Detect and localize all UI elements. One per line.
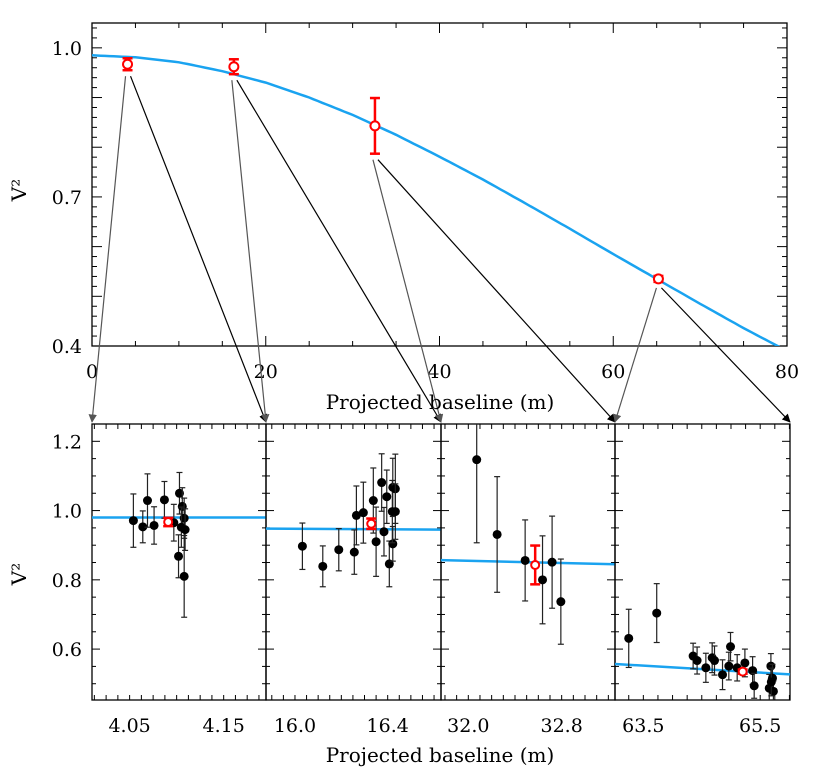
mean-point	[369, 120, 381, 132]
x-tick-label: 32.8	[541, 715, 583, 737]
y-tick-label: 1.0	[52, 38, 82, 60]
data-point	[371, 537, 381, 547]
data-point	[740, 658, 750, 668]
data-point	[297, 541, 307, 551]
data-point	[180, 525, 190, 535]
y-tick-label: 0.7	[52, 187, 82, 209]
top-panel: 0 20 40 60 80 0.4 0.7 1.0	[52, 22, 799, 383]
data-point	[538, 575, 548, 585]
data-point	[349, 547, 359, 557]
y-tick-label: 0.6	[52, 639, 82, 661]
bottom-panels: 4.05 4.15 0.6 0.8 1.0 1.2 16.0 16.4 32.0 32.8 63.5…	[52, 423, 791, 737]
panel-frame	[614, 423, 791, 701]
arrow-to-panel-left	[88, 76, 127, 423]
data-point	[379, 527, 389, 537]
y-tick-label: 1.0	[52, 501, 82, 523]
data-points	[624, 583, 778, 700]
mean-point	[228, 61, 240, 73]
data-point	[718, 670, 728, 680]
x-tick-label: 4.05	[108, 715, 150, 737]
bottom-ylabel: V²	[7, 563, 31, 586]
data-point	[388, 539, 398, 549]
panel-1: 4.05 4.15 0.6 0.8 1.0 1.2	[52, 423, 267, 737]
data-points	[472, 424, 566, 645]
x-tick-label: 20	[254, 361, 278, 383]
data-point	[520, 555, 530, 565]
data-point	[724, 661, 734, 671]
data-point	[768, 686, 778, 696]
model-curve	[92, 54, 781, 346]
x-tick-label: 32.0	[447, 715, 489, 737]
data-point	[766, 677, 776, 687]
x-tick-label: 16.4	[367, 715, 409, 737]
x-tick-label: 65.5	[739, 715, 781, 737]
mean-point	[366, 518, 377, 529]
data-point	[358, 508, 368, 518]
data-point	[652, 608, 662, 618]
zoom-arrows	[88, 75, 791, 423]
x-tick-label: 80	[775, 361, 799, 383]
data-point	[382, 492, 392, 502]
data-point	[368, 496, 378, 506]
data-point	[749, 681, 759, 691]
mean-point	[122, 58, 134, 70]
arrow-to-panel-left	[231, 80, 270, 423]
data-point	[318, 561, 328, 571]
data-point	[692, 656, 702, 666]
data-point	[159, 495, 169, 505]
x-tick-label: 4.15	[203, 715, 245, 737]
mean-point	[652, 273, 664, 285]
data-point	[710, 656, 720, 666]
panel-frame	[265, 423, 442, 701]
model-line	[265, 527, 442, 531]
mean-point	[163, 517, 174, 528]
panel-2: 16.0 16.4	[265, 423, 442, 737]
data-points	[297, 453, 400, 588]
data-point	[138, 522, 148, 532]
y-tick-label: 0.8	[52, 570, 82, 592]
y-tick-label: 1.2	[52, 431, 82, 453]
data-point	[547, 557, 557, 567]
arrow-to-panel-left	[613, 287, 657, 423]
panel-3: 32.0 32.8	[440, 423, 616, 737]
x-tick-label: 63.5	[622, 715, 664, 737]
x-tick-label: 0	[86, 361, 98, 383]
arrow-to-panel-right	[660, 287, 791, 423]
panel-4: 63.5 65.5	[614, 423, 791, 737]
arrow-to-panel-left	[372, 159, 444, 423]
data-point	[179, 571, 189, 581]
data-point	[492, 529, 502, 539]
data-point	[351, 510, 361, 520]
data-point	[726, 642, 736, 652]
x-tick-label: 40	[427, 361, 451, 383]
data-point	[174, 551, 184, 561]
arrow-to-panel-right	[377, 159, 616, 423]
plot-frame	[91, 22, 788, 347]
top-ylabel: V²	[7, 179, 31, 202]
data-point	[472, 455, 482, 465]
x-tick-label: 60	[601, 361, 625, 383]
data-point	[377, 478, 387, 488]
data-point	[128, 516, 138, 526]
data-point	[142, 496, 152, 506]
arrow-to-panel-right	[236, 79, 442, 423]
x-tick-label: 16.0	[274, 715, 316, 737]
y-tick-label: 0.4	[52, 336, 82, 358]
arrow-to-panel-right	[129, 75, 268, 423]
bottom-xlabel: Projected baseline (m)	[326, 743, 555, 767]
data-point	[556, 597, 566, 607]
data-point	[334, 545, 344, 555]
top-xlabel: Projected baseline (m)	[326, 390, 555, 414]
data-point	[701, 663, 711, 673]
data-point	[390, 507, 400, 517]
data-point	[149, 520, 159, 530]
data-point	[624, 633, 634, 643]
mean-point	[737, 666, 748, 677]
mean-point	[530, 559, 541, 570]
data-points	[128, 471, 190, 618]
